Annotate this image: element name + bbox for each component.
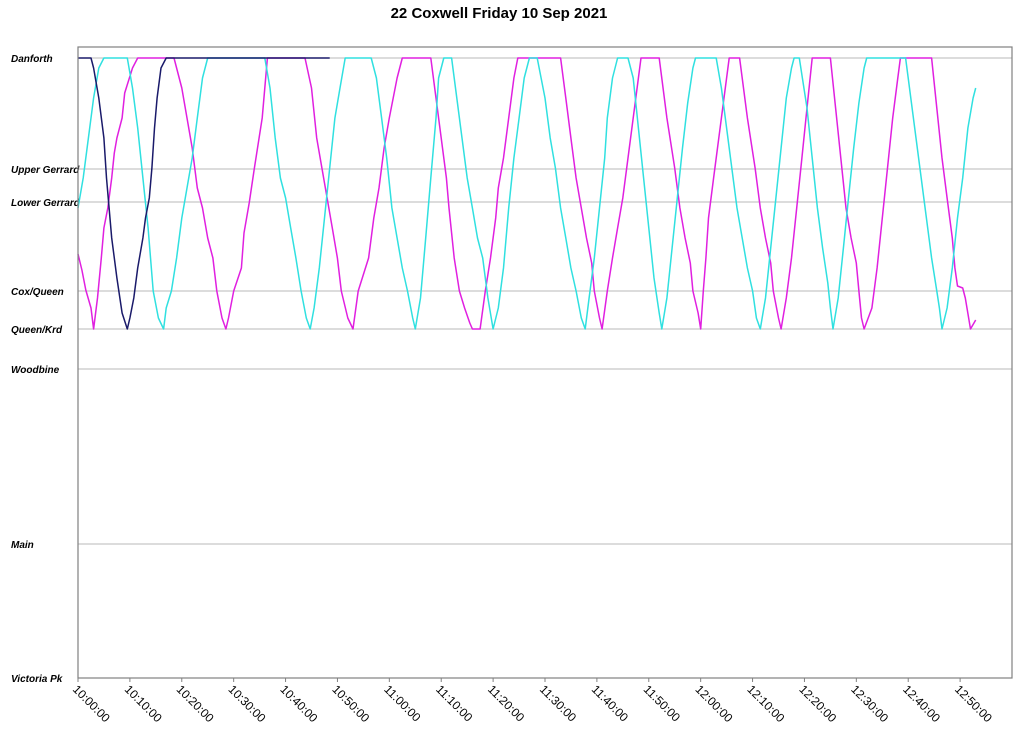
y-axis-labels: Danforth Upper Gerrard Lower Gerrard Cox/Qu… <box>11 54 81 685</box>
y-tick-label: Main <box>11 540 34 551</box>
x-tick-label: 11:40:00 <box>589 682 632 725</box>
x-tick-label: 10:20:00 <box>174 682 217 725</box>
x-tick-label: 12:40:00 <box>900 682 943 725</box>
y-tick-label: Danforth <box>11 54 53 65</box>
x-tick-label: 12:20:00 <box>796 682 839 725</box>
plot-frame <box>77 46 1013 679</box>
series-line-3 <box>78 57 330 330</box>
y-tick-label: Queen/Krd <box>11 325 63 336</box>
x-tick-label: 10:40:00 <box>277 682 320 725</box>
y-tick-label: Lower Gerrard <box>11 198 81 209</box>
y-tick-label: Cox/Queen <box>11 287 64 298</box>
x-tick-label: 10:30:00 <box>226 682 269 725</box>
x-tick-label: 10:00:00 <box>70 682 113 725</box>
series-line-2 <box>77 57 977 330</box>
chart-title: 22 Coxwell Friday 10 Sep 2021 <box>391 5 608 22</box>
series-line-1 <box>77 57 977 330</box>
x-tick-label: 12:00:00 <box>693 682 736 725</box>
x-tick-label: 11:10:00 <box>433 682 476 725</box>
x-tick-label: 10:50:00 <box>329 682 372 725</box>
y-tick-label: Victoria Pk <box>11 674 63 685</box>
y-tick-label: Woodbine <box>11 365 60 376</box>
x-tick-label: 11:50:00 <box>641 682 684 725</box>
x-tick-label: 11:00:00 <box>381 682 424 725</box>
x-axis-labels: 10:00:00 10:10:00 10:20:00 10:30:00 10:40:00… <box>70 678 995 725</box>
x-tick-label: 11:30:00 <box>537 682 580 725</box>
x-tick-label: 12:50:00 <box>952 682 995 725</box>
x-tick-label: 12:30:00 <box>848 682 891 725</box>
x-tick-label: 11:20:00 <box>485 682 528 725</box>
y-tick-label: Upper Gerrard <box>11 165 80 176</box>
x-tick-label: 10:10:00 <box>122 682 165 725</box>
x-tick-label: 12:10:00 <box>744 682 787 725</box>
series-layer <box>77 57 977 330</box>
